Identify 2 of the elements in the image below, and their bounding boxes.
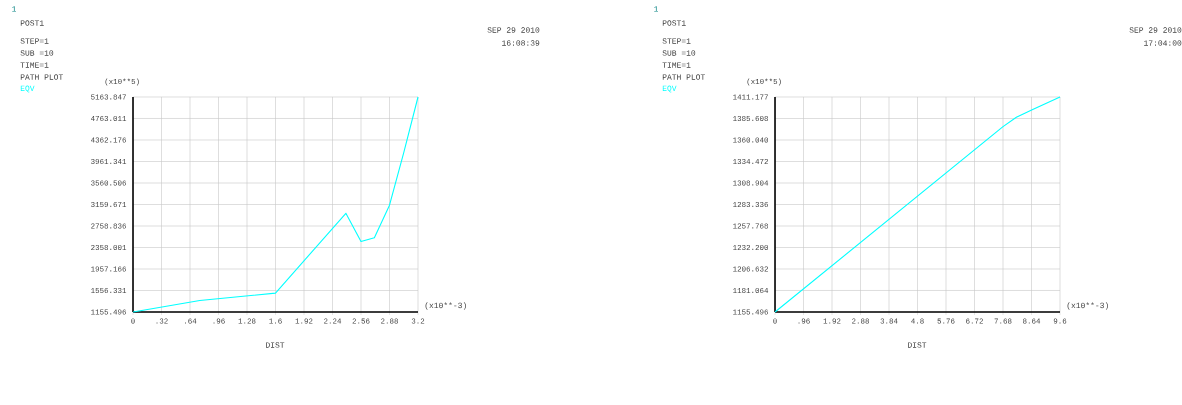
line-series	[774, 96, 1061, 313]
line-series	[132, 96, 419, 313]
